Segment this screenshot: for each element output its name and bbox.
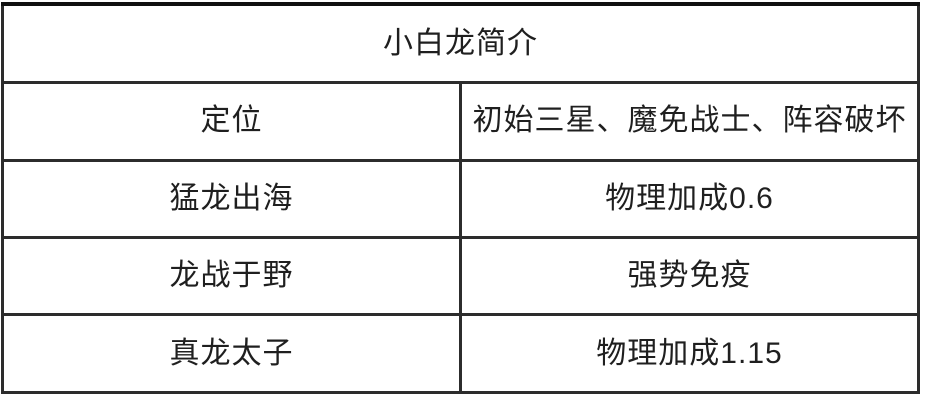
row-label-skill-2: 龙战于野	[1, 236, 462, 317]
table-title: 小白龙简介	[1, 2, 920, 85]
row-value-position: 初始三星、魔免战士、阵容破坏	[459, 81, 920, 162]
table-row-title: 小白龙简介	[1, 2, 920, 85]
table-row: 定位 初始三星、魔免战士、阵容破坏	[1, 81, 920, 162]
row-label-skill-1: 猛龙出海	[1, 158, 462, 240]
row-label-skill-3: 真龙太子	[1, 313, 462, 394]
row-value-skill-1: 物理加成0.6	[459, 158, 920, 240]
row-value-skill-3: 物理加成1.15	[459, 313, 920, 394]
row-label-position: 定位	[1, 81, 462, 162]
table-row: 猛龙出海 物理加成0.6	[1, 158, 920, 240]
table-row: 龙战于野 强势免疫	[1, 236, 920, 317]
table-row: 真龙太子 物理加成1.15	[1, 313, 920, 394]
row-value-skill-2: 强势免疫	[459, 236, 920, 317]
character-info-table: 小白龙简介 定位 初始三星、魔免战士、阵容破坏 猛龙出海 物理加成0.6 龙战于…	[1, 2, 920, 394]
